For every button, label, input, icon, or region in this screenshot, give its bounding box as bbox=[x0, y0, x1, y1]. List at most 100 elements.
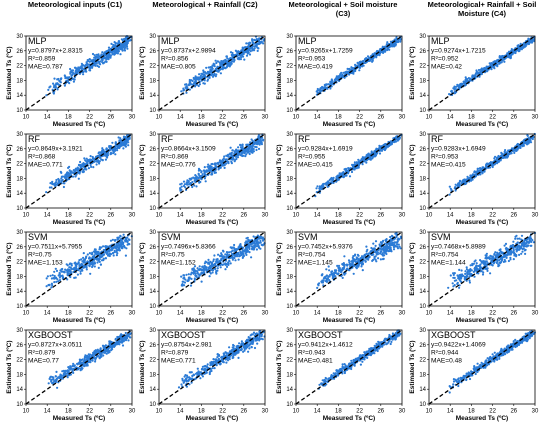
scatter-point bbox=[240, 56, 242, 58]
scatter-point bbox=[255, 143, 257, 145]
scatter-point bbox=[204, 177, 206, 179]
scatter-point bbox=[481, 168, 483, 170]
y-axis-label: Estimated Ts (ºC) bbox=[6, 242, 13, 295]
scatter-point bbox=[224, 167, 226, 169]
scatter-point bbox=[119, 53, 121, 55]
scatter-point bbox=[207, 263, 209, 265]
scatter-point bbox=[330, 82, 332, 84]
scatter-point bbox=[116, 149, 118, 151]
scatter-point bbox=[372, 248, 374, 250]
scatter-point bbox=[465, 81, 467, 83]
scatter-point bbox=[219, 63, 221, 65]
scatter-point bbox=[394, 44, 396, 46]
scatter-point bbox=[226, 66, 228, 68]
scatter-point bbox=[91, 263, 93, 265]
equation-label: y=0.7452x+5.9376 bbox=[298, 244, 353, 251]
scatter-point bbox=[355, 261, 357, 263]
x-tick-label: 26 bbox=[107, 311, 114, 317]
x-tick-label: 18 bbox=[198, 115, 205, 121]
x-tick-label: 22 bbox=[219, 311, 226, 317]
scatter-point bbox=[79, 164, 81, 166]
scatter-point bbox=[207, 72, 209, 74]
y-tick-label: 30 bbox=[149, 230, 156, 236]
scatter-point bbox=[351, 171, 353, 173]
scatter-point bbox=[188, 277, 190, 279]
scatter-point bbox=[204, 71, 206, 73]
scatter-point bbox=[398, 244, 400, 246]
x-tick-label: 26 bbox=[377, 213, 384, 219]
scatter-point bbox=[390, 244, 392, 246]
y-tick-label: 26 bbox=[16, 245, 23, 251]
scatter-point bbox=[52, 274, 54, 276]
scatter-point bbox=[399, 247, 401, 249]
scatter-point bbox=[253, 242, 255, 244]
mae-label: MAE=1.145 bbox=[298, 260, 333, 267]
scatter-point bbox=[348, 269, 350, 271]
scatter-point bbox=[121, 38, 123, 40]
r2-label: R²=0.754 bbox=[298, 252, 326, 259]
scatter-point bbox=[90, 155, 92, 157]
scatter-point bbox=[518, 145, 520, 147]
scatter-point bbox=[245, 42, 247, 44]
scatter-point bbox=[125, 247, 127, 249]
x-tick-label: 26 bbox=[240, 213, 247, 219]
scatter-point bbox=[122, 147, 124, 149]
scatter-point bbox=[456, 84, 458, 86]
scatter-point bbox=[223, 155, 225, 157]
scatter-point bbox=[91, 266, 93, 268]
x-tick-label: 18 bbox=[65, 213, 72, 219]
scatter-point bbox=[259, 240, 261, 242]
scatter-point bbox=[388, 249, 390, 251]
scatter-point bbox=[374, 256, 376, 258]
x-tick-label: 26 bbox=[510, 115, 517, 121]
y-tick-label: 22 bbox=[419, 162, 426, 168]
scatter-point bbox=[390, 144, 392, 146]
scatter-point bbox=[100, 256, 102, 258]
scatter-point bbox=[529, 41, 531, 43]
scatter-point bbox=[372, 243, 374, 245]
scatter-point bbox=[91, 252, 93, 254]
scatter-point bbox=[335, 77, 337, 79]
scatter-point bbox=[99, 157, 101, 159]
y-tick-label: 18 bbox=[149, 78, 156, 84]
scatter-point bbox=[455, 184, 457, 186]
y-tick-label: 10 bbox=[419, 108, 426, 114]
x-tick-label: 10 bbox=[156, 115, 163, 121]
scatter-point bbox=[202, 173, 204, 175]
scatter-point bbox=[69, 68, 71, 70]
y-tick-label: 18 bbox=[16, 176, 23, 182]
scatter-point bbox=[46, 277, 48, 279]
scatter-point bbox=[469, 78, 471, 80]
scatter-point bbox=[88, 58, 90, 60]
scatter-point bbox=[118, 136, 120, 138]
scatter-point bbox=[220, 266, 222, 268]
y-tick-label: 30 bbox=[419, 132, 426, 138]
x-axis-label: Measured Ts (ºC) bbox=[186, 317, 238, 324]
x-tick-label: 26 bbox=[240, 311, 247, 317]
scatter-point bbox=[356, 267, 358, 269]
scatter-point bbox=[217, 258, 219, 260]
scatter-point bbox=[68, 175, 70, 177]
scatter-point bbox=[251, 146, 253, 148]
scatter-point bbox=[248, 248, 250, 250]
equation-label: y=0.7511x+5.7955 bbox=[28, 244, 82, 251]
scatter-point bbox=[217, 60, 219, 62]
scatter-point bbox=[82, 257, 84, 259]
scatter-point bbox=[80, 166, 82, 168]
scatter-point bbox=[250, 256, 252, 258]
scatter-point bbox=[113, 54, 115, 56]
scatter-point bbox=[389, 246, 391, 248]
scatter-point bbox=[118, 50, 120, 52]
equation-label: y=0.8664x+3.1509 bbox=[161, 146, 216, 153]
scatter-point bbox=[206, 166, 208, 168]
scatter-point bbox=[356, 161, 358, 163]
scatter-point bbox=[93, 63, 95, 65]
scatter-point bbox=[237, 248, 239, 250]
x-tick-label: 30 bbox=[532, 115, 539, 121]
scatter-point bbox=[57, 178, 59, 180]
scatter-point bbox=[237, 146, 239, 148]
y-tick-label: 22 bbox=[286, 162, 293, 168]
y-axis-label: Estimated Ts (ºC) bbox=[409, 144, 416, 197]
scatter-point bbox=[72, 70, 74, 72]
